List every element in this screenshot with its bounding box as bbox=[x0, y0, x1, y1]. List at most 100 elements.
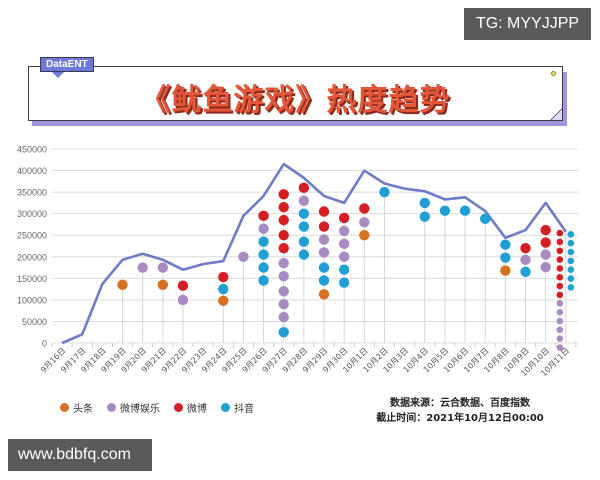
line-chart: 0 50000 100000 150000 200000 250000 300000 3500… bbox=[17, 145, 578, 378]
legend-label: 微博娱乐 bbox=[120, 404, 160, 415]
y-tick-label: 200000 bbox=[17, 252, 47, 262]
data-source: 数据来源：云合数据、百度指数 bbox=[390, 398, 530, 409]
event-dot bbox=[556, 265, 564, 272]
event-markers bbox=[117, 182, 575, 351]
x-axis-ticks: 9月16日9月17日9月18日9月19日9月20日9月21日9月22日9月23日… bbox=[39, 343, 577, 378]
event-dot bbox=[278, 299, 289, 310]
event-dot bbox=[298, 208, 310, 219]
tag-tail bbox=[52, 72, 64, 78]
legend-item-douyin: 抖音 bbox=[221, 400, 254, 415]
y-tick-label: 250000 bbox=[17, 231, 47, 241]
event-dot bbox=[556, 308, 564, 316]
legend: 头条 微博娱乐 微博 抖音 bbox=[60, 400, 262, 415]
event-dot bbox=[318, 221, 330, 232]
event-dot bbox=[278, 202, 289, 213]
legend-item-toutiao: 头条 bbox=[60, 400, 93, 415]
legend-dot-icon bbox=[221, 403, 230, 412]
event-dot bbox=[298, 195, 310, 206]
y-tick-label: 400000 bbox=[17, 166, 47, 176]
event-dot bbox=[338, 238, 350, 250]
event-dot bbox=[318, 206, 330, 217]
event-dot bbox=[500, 239, 511, 250]
event-dot bbox=[567, 284, 575, 291]
event-dot bbox=[338, 251, 350, 262]
event-dot bbox=[318, 234, 330, 245]
dataent-tag: DataENT bbox=[40, 57, 94, 72]
event-dot bbox=[278, 327, 289, 338]
event-dot bbox=[359, 203, 370, 214]
event-dot bbox=[556, 273, 564, 281]
event-dot bbox=[278, 258, 289, 269]
event-dot bbox=[258, 249, 269, 260]
event-dot bbox=[556, 291, 564, 299]
event-dot bbox=[338, 277, 350, 288]
watermark-tg: TG: MYYJJPP bbox=[464, 8, 591, 40]
event-dot bbox=[318, 289, 330, 300]
event-dot bbox=[459, 205, 471, 216]
event-dot bbox=[556, 282, 564, 290]
event-dot bbox=[218, 295, 229, 306]
event-dot bbox=[298, 236, 310, 247]
legend-item-weibo-ent: 微博娱乐 bbox=[107, 400, 160, 415]
event-dot bbox=[480, 213, 491, 225]
legend-dot-icon bbox=[107, 403, 116, 412]
event-dot bbox=[379, 186, 390, 198]
event-dot bbox=[540, 249, 551, 260]
event-dot bbox=[278, 242, 289, 254]
chart-title: 《鱿鱼游戏》热度趋势 bbox=[140, 83, 451, 118]
event-dot bbox=[137, 262, 148, 273]
event-dot bbox=[500, 265, 511, 276]
event-dot bbox=[278, 230, 289, 241]
event-dot bbox=[177, 294, 189, 306]
event-dot bbox=[258, 262, 269, 273]
event-dot bbox=[567, 239, 575, 247]
event-dot bbox=[157, 262, 169, 273]
legend-label: 抖音 bbox=[234, 404, 254, 415]
data-source-note: 数据来源：云合数据、百度指数 截止时间：2021年10月12日00:00 bbox=[360, 396, 560, 426]
event-dot bbox=[238, 251, 249, 262]
event-dot bbox=[556, 344, 564, 351]
event-dot bbox=[439, 205, 451, 216]
event-dot bbox=[258, 223, 269, 234]
legend-label: 头条 bbox=[73, 404, 93, 415]
event-dot bbox=[556, 335, 564, 342]
event-dot bbox=[556, 229, 564, 237]
event-dot bbox=[359, 217, 370, 228]
cutoff-time: 截止时间：2021年10月12日00:00 bbox=[376, 413, 544, 424]
event-dot bbox=[520, 266, 531, 278]
y-tick-label: 300000 bbox=[17, 209, 47, 219]
event-dot bbox=[278, 270, 289, 282]
event-dot bbox=[540, 224, 551, 236]
event-dot bbox=[177, 280, 189, 291]
event-dot bbox=[359, 230, 370, 241]
event-dot bbox=[318, 262, 330, 273]
event-dot bbox=[298, 221, 310, 232]
event-dot bbox=[318, 247, 330, 258]
event-dot bbox=[258, 236, 269, 247]
event-dot bbox=[218, 283, 229, 295]
event-dot bbox=[567, 231, 575, 238]
legend-label: 微博 bbox=[187, 404, 207, 415]
event-dot bbox=[567, 266, 575, 274]
event-dot bbox=[157, 279, 169, 290]
event-dot bbox=[318, 275, 330, 286]
event-dot bbox=[338, 212, 350, 224]
event-dot bbox=[520, 254, 531, 265]
event-dot bbox=[567, 257, 575, 265]
page-fold-icon bbox=[550, 108, 562, 120]
event-dot bbox=[298, 182, 310, 193]
event-dot bbox=[338, 264, 350, 275]
event-dot bbox=[500, 252, 511, 263]
event-dot bbox=[556, 256, 564, 263]
y-tick-label: 450000 bbox=[17, 145, 47, 155]
y-axis-ticks: 0 50000 100000 150000 200000 250000 300000 3500… bbox=[17, 145, 47, 349]
event-dot bbox=[278, 189, 289, 200]
title-banner: 《鱿鱼游戏》热度趋势 bbox=[28, 66, 563, 121]
event-dot bbox=[556, 300, 564, 307]
y-tick-label: 50000 bbox=[22, 317, 47, 327]
legend-item-weibo: 微博 bbox=[174, 400, 207, 415]
event-dot bbox=[258, 210, 269, 222]
grid-lines bbox=[52, 148, 578, 344]
event-dot bbox=[556, 317, 564, 325]
event-dot bbox=[520, 242, 531, 254]
